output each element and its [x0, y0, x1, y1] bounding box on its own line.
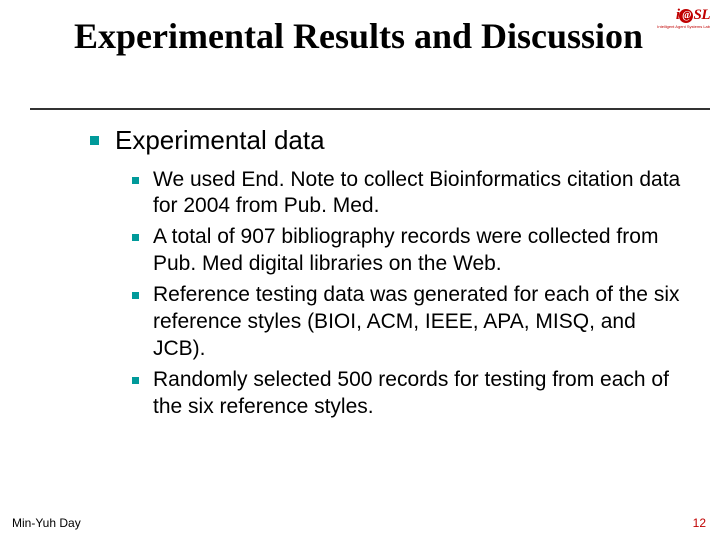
level2-text: We used End. Note to collect Bioinformat…: [153, 167, 690, 221]
square-bullet-icon: [132, 177, 139, 184]
logo-at-icon: @: [679, 9, 693, 23]
level2-text: Randomly selected 500 records for testin…: [153, 367, 690, 421]
bullet-level2: Reference testing data was generated for…: [132, 282, 690, 363]
bullet-level2: Randomly selected 500 records for testin…: [132, 367, 690, 421]
level2-text: Reference testing data was generated for…: [153, 282, 690, 363]
square-bullet-icon: [132, 234, 139, 241]
logo-text: i@SL: [676, 7, 710, 23]
title-area: Experimental Results and Discussion: [74, 16, 680, 56]
title-underline: [30, 108, 710, 110]
square-bullet-icon: [132, 377, 139, 384]
logo-part-sl: SL: [693, 7, 710, 23]
page-number: 12: [693, 516, 706, 530]
level1-text: Experimental data: [115, 124, 325, 157]
slide: i@SL Intelligent Agent Systems Lab Exper…: [0, 0, 720, 540]
bullet-level1: Experimental data We used End. Note to c…: [90, 124, 690, 420]
footer-author: Min-Yuh Day: [12, 516, 81, 530]
page-title: Experimental Results and Discussion: [74, 16, 680, 56]
level2-text: A total of 907 bibliography records were…: [153, 224, 690, 278]
level1-row: Experimental data: [90, 124, 690, 157]
square-bullet-icon: [132, 292, 139, 299]
level2-list: We used End. Note to collect Bioinformat…: [132, 167, 690, 421]
content-area: Experimental data We used End. Note to c…: [90, 124, 690, 432]
bullet-level2: A total of 907 bibliography records were…: [132, 224, 690, 278]
bullet-level2: We used End. Note to collect Bioinformat…: [132, 167, 690, 221]
square-bullet-icon: [90, 136, 99, 145]
